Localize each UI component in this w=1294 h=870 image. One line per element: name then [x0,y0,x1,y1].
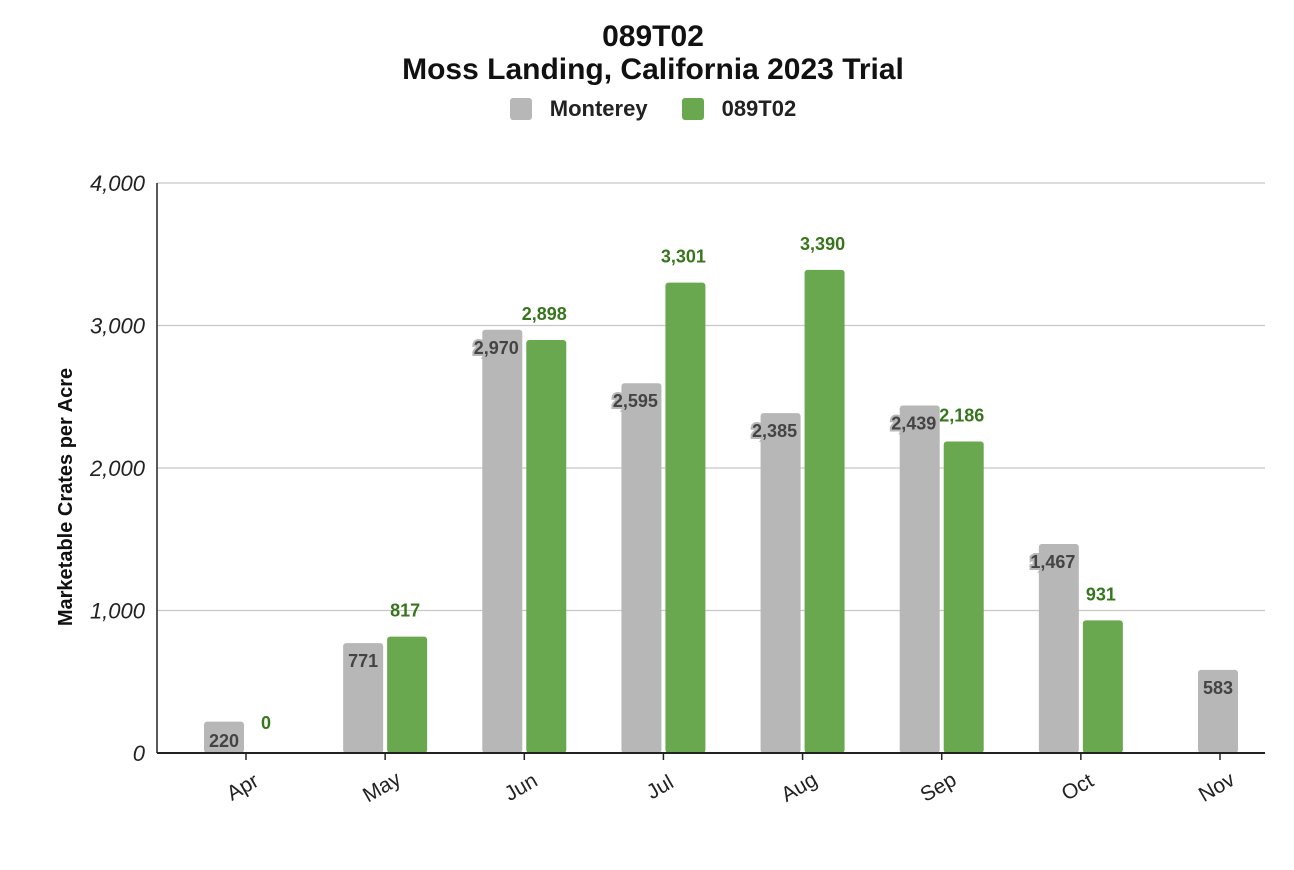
bar-monterey-jul [621,383,662,753]
x-tick-label: Sep [917,768,961,807]
bars [204,269,1238,753]
data-label-089t02-may: 817 [390,601,420,621]
legend-item-monterey: Monterey [509,96,648,122]
chart-title: 089T02 Moss Landing, California 2023 Tri… [0,20,1294,86]
bar-089t02-jun [526,340,567,753]
legend-label-monterey: Monterey [549,96,648,121]
bar-monterey-sep [899,405,940,753]
data-label-monterey-jul: 2,595 [613,391,658,411]
y-tick-label: 3,000 [90,314,146,339]
x-tick-label: Oct [1058,769,1098,805]
legend-item-089t02: 089T02 [681,96,797,122]
bar-089t02-jul [665,282,706,753]
data-label-monterey-apr: 220 [209,731,239,751]
y-tick-label: 2,000 [89,456,146,481]
legend-label-089t02: 089T02 [721,96,797,121]
bar-089t02-oct [1082,620,1123,753]
y-axis-label: Marketable Crates per Acre [55,368,77,626]
chart-legend: Monterey 089T02 [0,96,1294,122]
bar-monterey-aug [760,413,801,753]
data-label-monterey-aug: 2,385 [752,421,797,441]
bar-089t02-may [387,636,428,753]
bar-monterey-jun [482,329,523,753]
x-tick-label: May [359,767,405,807]
bar-089t02-sep [943,441,984,753]
data-label-monterey-jun: 2,970 [474,338,519,358]
data-label-089t02-aug: 3,390 [800,234,845,254]
x-tick-label: Nov [1195,768,1239,807]
data-label-089t02-jul: 3,301 [661,247,706,267]
data-label-089t02-oct: 931 [1086,584,1116,604]
y-tick-label: 4,000 [90,171,146,196]
data-label-monterey-sep: 2,439 [891,413,936,433]
data-label-monterey-nov: 583 [1203,678,1233,698]
chart-title-line1: 089T02 [602,20,704,53]
data-label-089t02-jun: 2,898 [522,304,567,324]
y-tick-label: 1,000 [90,599,146,624]
data-label-089t02-sep: 2,186 [939,405,984,425]
data-label-089t02-apr: 0 [261,713,271,733]
bar-monterey-may [343,643,384,753]
legend-swatch-monterey [509,98,532,120]
chart-subtitle: Moss Landing, California 2023 Trial [402,53,904,86]
x-tick-label: Apr [223,769,263,805]
bar-monterey-nov [1198,669,1238,753]
x-tick-label: Jun [501,769,542,806]
legend-swatch-089t02 [681,98,704,120]
y-tick-label: 0 [133,741,146,766]
data-label-monterey-may: 771 [348,651,378,671]
bar-monterey-apr [204,721,244,753]
bar-089t02-aug [804,269,845,753]
gridlines [157,182,1265,612]
x-tick-label: Aug [777,768,821,807]
x-tick-label: Jul [643,771,678,804]
bar-monterey-oct [1038,543,1079,753]
data-label-monterey-oct: 1,467 [1030,552,1075,572]
